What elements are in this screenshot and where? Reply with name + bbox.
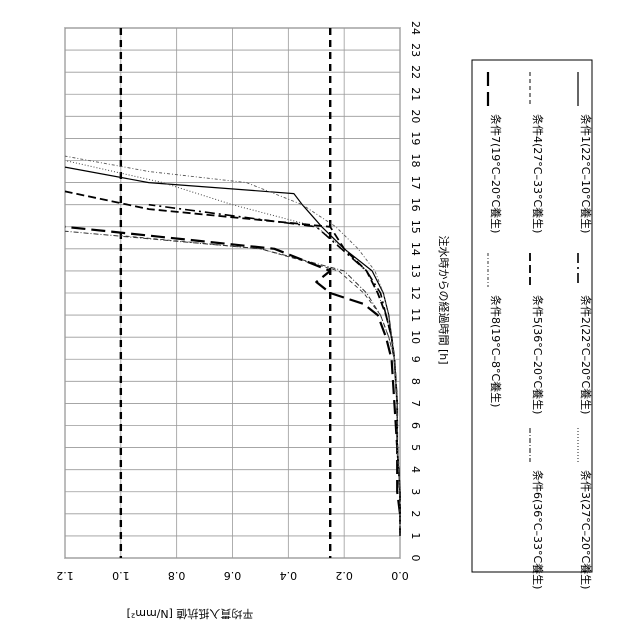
x-tick-label: 1 [409, 532, 422, 539]
x-tick-label: 12 [409, 286, 422, 300]
legend-label-1: 条件1(22°C–10°C養生) [579, 114, 593, 233]
x-tick-label: 6 [409, 422, 422, 429]
x-tick-label: 11 [409, 308, 422, 322]
y-tick-labels: 0.0 0.2 0.4 0.6 0.8 1.0 1.2 [56, 569, 409, 582]
x-tick-label: 21 [409, 87, 422, 101]
x-tick-label: 9 [409, 356, 422, 363]
x-tick-label: 7 [409, 400, 422, 407]
y-tick-label: 1.0 [112, 569, 130, 582]
y-tick-label: 0.2 [335, 569, 353, 582]
x-tick-label: 15 [409, 220, 422, 234]
x-tick-label: 17 [409, 176, 422, 190]
x-tick-label: 5 [409, 444, 422, 451]
legend-label-8: 条件8(19°C–8°C養生) [489, 295, 503, 407]
x-tick-label: 0 [409, 555, 422, 562]
x-tick-label: 14 [409, 242, 422, 256]
y-tick-label: 1.2 [56, 569, 74, 582]
x-tick-label: 22 [409, 65, 422, 79]
y-axis-title: 平均貫入抵抗値 [N/mm²] [127, 607, 254, 621]
y-tick-label: 0.8 [168, 569, 186, 582]
y-tick-label: 0.6 [224, 569, 242, 582]
y-tick-label: 0.0 [391, 569, 409, 582]
x-tick-label: 2 [409, 510, 422, 517]
legend-label-3: 条件3(27°C–20°C養生) [579, 470, 593, 589]
legend-label-6: 条件6(36°C–33°C養生) [531, 470, 545, 589]
x-tick-labels: 0123456789101112131415161718192021222324 [409, 21, 422, 562]
legend-label-7: 条件7(19°C–20°C養生) [489, 114, 503, 233]
x-tick-label: 20 [409, 109, 422, 123]
x-tick-label: 23 [409, 43, 422, 57]
x-tick-label: 4 [409, 466, 422, 473]
x-tick-label: 16 [409, 198, 422, 212]
x-tick-label: 24 [409, 21, 422, 35]
x-tick-label: 3 [409, 488, 422, 495]
x-tick-label: 10 [409, 330, 422, 344]
legend-label-5: 条件5(36°C–20°C養生) [531, 295, 545, 414]
x-tick-label: 8 [409, 378, 422, 385]
legend-label-4: 条件4(27°C–33°C養生) [531, 114, 545, 233]
y-tick-label: 0.4 [280, 569, 298, 582]
x-axis-title: 注水時からの経過時間 [h] [437, 235, 451, 364]
x-tick-label: 13 [409, 264, 422, 278]
x-tick-label: 19 [409, 131, 422, 145]
x-tick-label: 18 [409, 154, 422, 168]
legend-label-2: 条件2(22°C–20°C養生) [579, 295, 593, 414]
